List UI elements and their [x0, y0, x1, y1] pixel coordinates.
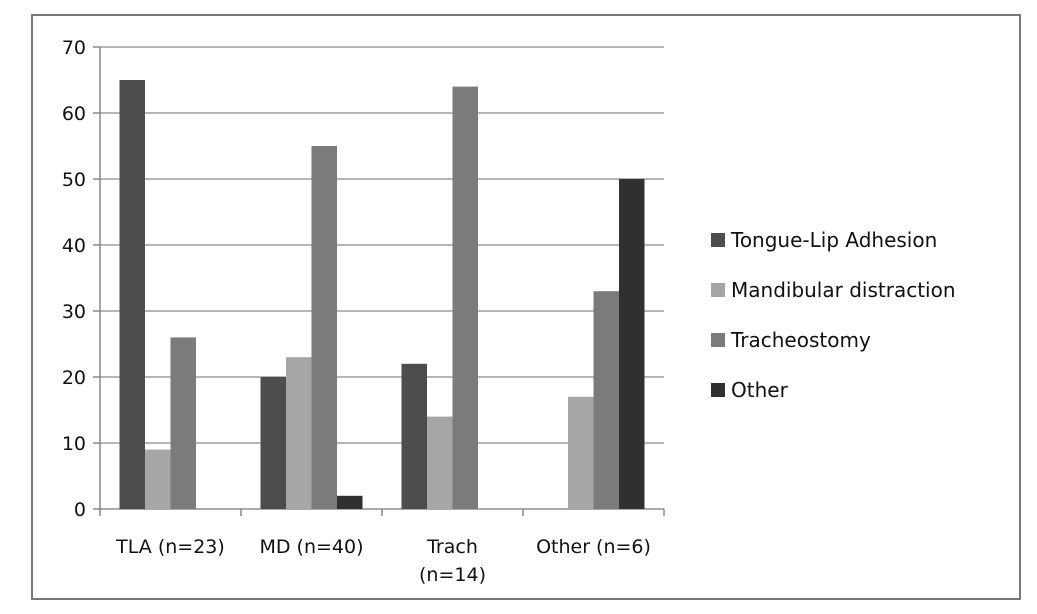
bar-mandibular-distraction	[286, 357, 312, 509]
x-category-label: Trach	[426, 536, 478, 558]
bar-tracheostomy	[452, 86, 478, 509]
bar-mandibular-distraction	[145, 449, 171, 509]
bar-other	[337, 495, 363, 509]
bar-tracheostomy	[170, 337, 196, 509]
legend-label: Other	[731, 378, 789, 402]
y-tick-label: 50	[62, 169, 86, 191]
y-tick-label: 40	[62, 235, 86, 257]
bar-tracheostomy	[311, 146, 337, 509]
y-tick-label: 60	[62, 103, 86, 125]
legend-label: Tracheostomy	[730, 328, 871, 352]
legend-swatch	[711, 233, 725, 247]
x-category-label: TLA (n=23)	[115, 536, 225, 558]
legend-swatch	[711, 383, 725, 397]
bar-other	[619, 179, 645, 509]
y-tick-label: 20	[62, 367, 86, 389]
bar-tracheostomy	[593, 291, 619, 509]
legend-label: Mandibular distraction	[731, 278, 956, 302]
y-tick-label: 0	[74, 499, 86, 521]
y-tick-label: 30	[62, 301, 86, 323]
legend-swatch	[711, 333, 725, 347]
legend-label: Tongue-Lip Adhesion	[730, 228, 937, 252]
y-tick-label: 70	[62, 37, 86, 59]
x-category-label: MD (n=40)	[259, 536, 363, 558]
bar-tongue-lip-adhesion	[401, 363, 427, 509]
bar-tongue-lip-adhesion	[119, 80, 145, 509]
x-category-label: Other (n=6)	[536, 536, 651, 558]
legend-swatch	[711, 283, 725, 297]
bar-tongue-lip-adhesion	[260, 377, 286, 509]
bar-mandibular-distraction	[427, 416, 453, 509]
y-tick-label: 10	[62, 433, 86, 455]
x-category-label: (n=14)	[419, 564, 486, 586]
bar-mandibular-distraction	[568, 396, 594, 509]
